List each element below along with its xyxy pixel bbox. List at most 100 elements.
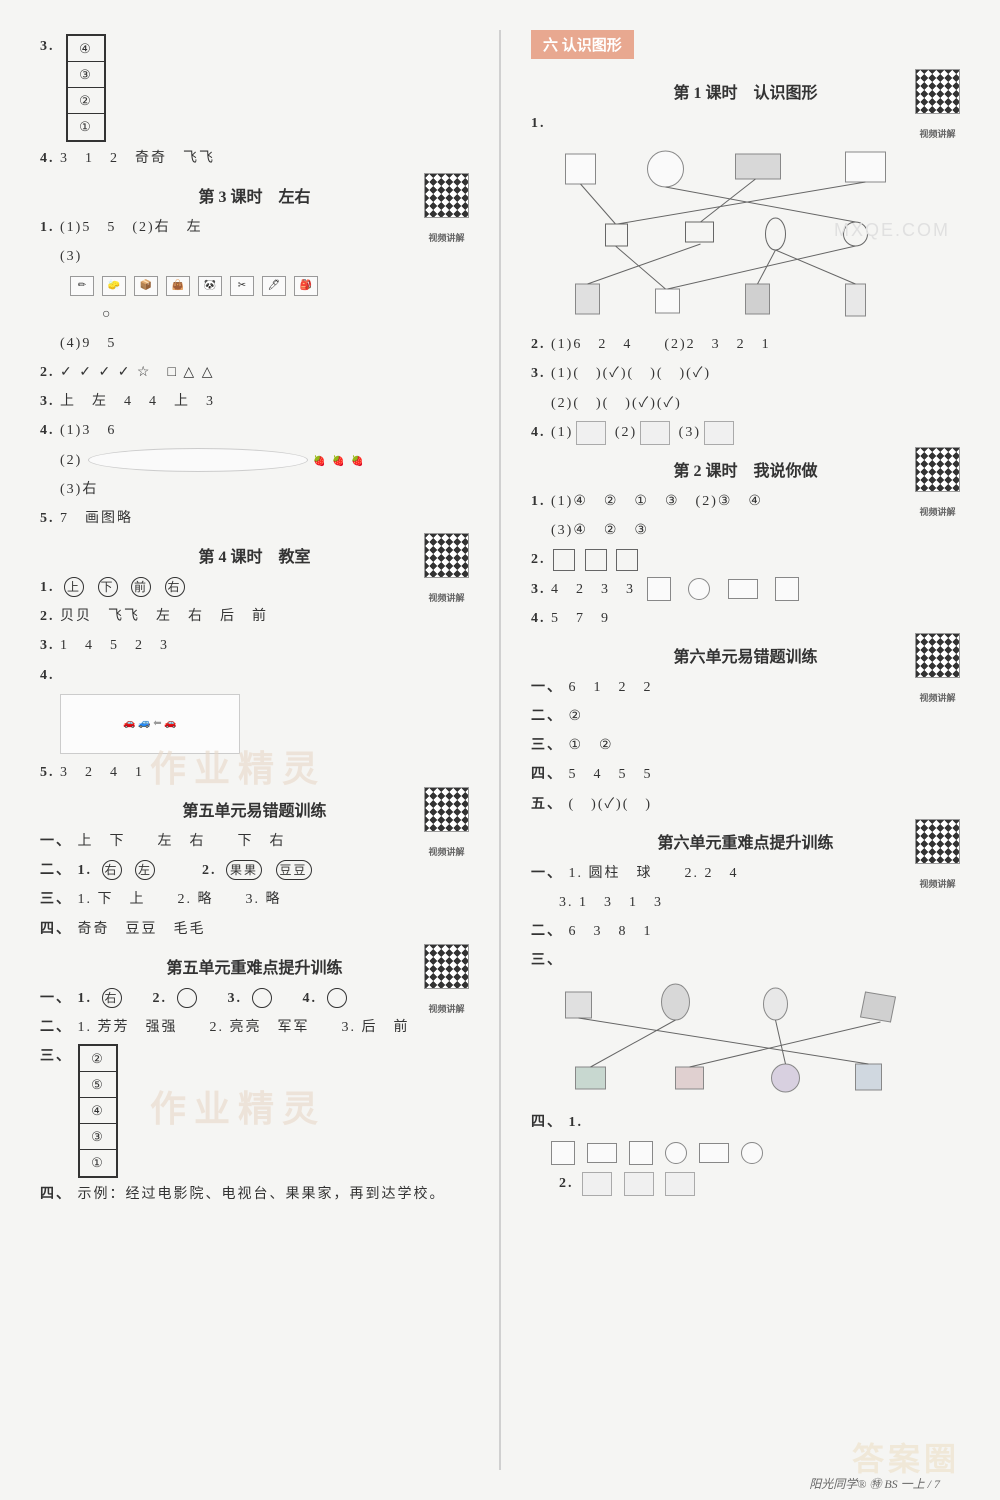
r-l2-q1-1: 1. (1)④ ② ① ③ (2)③ ④ — [531, 489, 960, 514]
text: (2)( )( )(✓)(✓) — [551, 396, 682, 411]
text: (1)④ ② ① ③ (2)③ ④ — [551, 494, 763, 509]
circled: 豆豆 — [276, 860, 312, 880]
item-icon: 🖊 — [262, 276, 286, 296]
cell: ⑤ — [80, 1072, 116, 1098]
bowl-icon — [576, 421, 606, 445]
l3-q4-2: (2) 🍓 🍓 🍓 — [40, 448, 469, 473]
column-divider — [499, 30, 501, 1470]
u5h-q1: 一、 1. 右 2. 3. 4. — [40, 986, 469, 1011]
text: (2) — [60, 453, 82, 468]
shapes-row — [531, 1141, 960, 1165]
u5h-q2: 二、 1. 芳芳 强强 2. 亮亮 军军 3. 后 前 — [40, 1015, 469, 1040]
unit6-errors-header: 第六单元易错题训练 视频讲解 — [531, 643, 960, 667]
circled: 上 — [64, 577, 84, 597]
unit5-hard-header: 第五单元重难点提升训练 视频讲解 — [40, 954, 469, 978]
qr-icon — [424, 787, 469, 832]
u5e-q1: 一、 上 下 左 右 下 右 — [40, 829, 469, 854]
r-l1-q1: 1. — [531, 111, 960, 136]
num: 2. — [559, 1176, 574, 1191]
item-icon: 🐼 — [198, 276, 222, 296]
label: 3. — [40, 394, 55, 409]
l4-q1: 1. 上 下 前 右 — [40, 575, 469, 600]
label: 2. — [531, 552, 546, 567]
match-diagram-2 — [531, 982, 960, 1102]
qr-label: 视频讲解 — [915, 691, 960, 704]
text: 奇奇 豆豆 毛毛 — [78, 922, 206, 937]
car-diagram: 🚗 🚙 ⬅ 🚗 — [60, 694, 240, 754]
label: 一、 — [531, 866, 563, 881]
u6e-q5: 五、 ( )(✓)( ) — [531, 792, 960, 817]
page-container: 3. ④ ③ ② ① 4. 3 1 2 奇奇 飞飞 第 3 课时 左右 视频讲解… — [40, 30, 960, 1470]
l4-q5: 5. 3 2 4 1 — [40, 760, 469, 785]
text: 4 2 3 3 — [551, 582, 635, 597]
r-l1-q3-1: 3. (1)( )(✓)( )( )(✓) — [531, 361, 960, 386]
blocks-icon — [582, 1172, 612, 1196]
circled: 前 — [131, 577, 151, 597]
square-shape — [775, 577, 799, 601]
l3-q2: 2. ✓ ✓ ✓ ✓ ☆ □ △ △ — [40, 360, 469, 385]
title: 第五单元易错题训练 — [182, 803, 326, 820]
text: 上 下 左 右 下 右 — [78, 834, 286, 849]
circle-mark: ○ — [40, 302, 469, 327]
shape — [587, 1143, 617, 1163]
l4-q2: 2. 贝贝 飞飞 左 右 后 前 — [40, 604, 469, 629]
label: 三、 — [531, 953, 563, 968]
shuttlecock-icon — [640, 421, 670, 445]
l3-q4-1: 4. (1)3 6 — [40, 418, 469, 443]
label: 4. — [531, 611, 546, 626]
l3-q4-3: (3)右 — [40, 477, 469, 502]
cell: ② — [80, 1046, 116, 1072]
num: 2. — [153, 991, 168, 1006]
label: 四、 — [531, 1115, 563, 1130]
item-icon: 📦 — [134, 276, 158, 296]
num: 1. — [78, 991, 93, 1006]
rect-shape — [728, 579, 758, 599]
qr-icon — [424, 173, 469, 218]
qr-label: 视频讲解 — [424, 845, 469, 858]
text: 1. 芳芳 强强 2. 亮亮 军军 3. 后 前 — [78, 1020, 410, 1035]
label: 二、 — [531, 924, 563, 939]
text: 7 画图略 — [60, 511, 133, 526]
lesson3-header: 第 3 课时 左右 视频讲解 — [40, 183, 469, 207]
label: 五、 — [531, 797, 563, 812]
connection-svg-2 — [531, 982, 960, 1102]
label: 5. — [40, 511, 55, 526]
label: 二、 — [531, 709, 563, 724]
u5e-q3: 三、 1. 下 上 2. 略 3. 略 — [40, 887, 469, 912]
label: 1. — [531, 116, 546, 131]
num: 2. — [202, 863, 217, 878]
label: 一、 — [40, 991, 72, 1006]
right-column: 六 认识图形 第 1 课时 认识图形 视频讲解 1. — [531, 30, 960, 1470]
circled: 右 — [102, 860, 122, 880]
cube-shape — [647, 577, 671, 601]
circle-shape — [688, 578, 710, 600]
l4-q3: 3. 1 4 5 2 3 — [40, 633, 469, 658]
empty-box — [585, 549, 607, 571]
lesson4-header: 第 4 课时 教室 视频讲解 — [40, 543, 469, 567]
text: 贝贝 飞飞 左 右 后 前 — [60, 609, 268, 624]
text: 上 左 4 4 上 3 — [60, 394, 215, 409]
label: 3. — [531, 366, 546, 381]
unit5-errors-header: 第五单元易错题训练 视频讲解 — [40, 797, 469, 821]
cell: ③ — [68, 62, 104, 88]
cell: ④ — [68, 36, 104, 62]
lesson3-title: 第 3 课时 左右 — [198, 189, 310, 206]
text: (3)右 — [60, 482, 98, 497]
lesson2-header: 第 2 课时 我说你做 视频讲解 — [531, 457, 960, 481]
l3-q3: 3. 上 左 4 4 上 3 — [40, 389, 469, 414]
blocks-icon — [665, 1172, 695, 1196]
text: (3)④ ② ③ — [551, 523, 649, 538]
item-icon: 🧽 — [102, 276, 126, 296]
stacked-box: ④ ③ ② ① — [66, 34, 106, 142]
cell: ① — [80, 1150, 116, 1176]
cube-icon — [704, 421, 734, 445]
l3-q1-3: (3) — [40, 244, 469, 269]
label: 四、 — [40, 922, 72, 937]
label: 二、 — [40, 863, 72, 878]
label: 1. — [531, 494, 546, 509]
l3-q5: 5. 7 画图略 — [40, 506, 469, 531]
qr-label: 视频讲解 — [915, 505, 960, 518]
label: 三、 — [40, 1044, 72, 1069]
label: 3. — [40, 638, 55, 653]
num: 1. — [78, 863, 93, 878]
